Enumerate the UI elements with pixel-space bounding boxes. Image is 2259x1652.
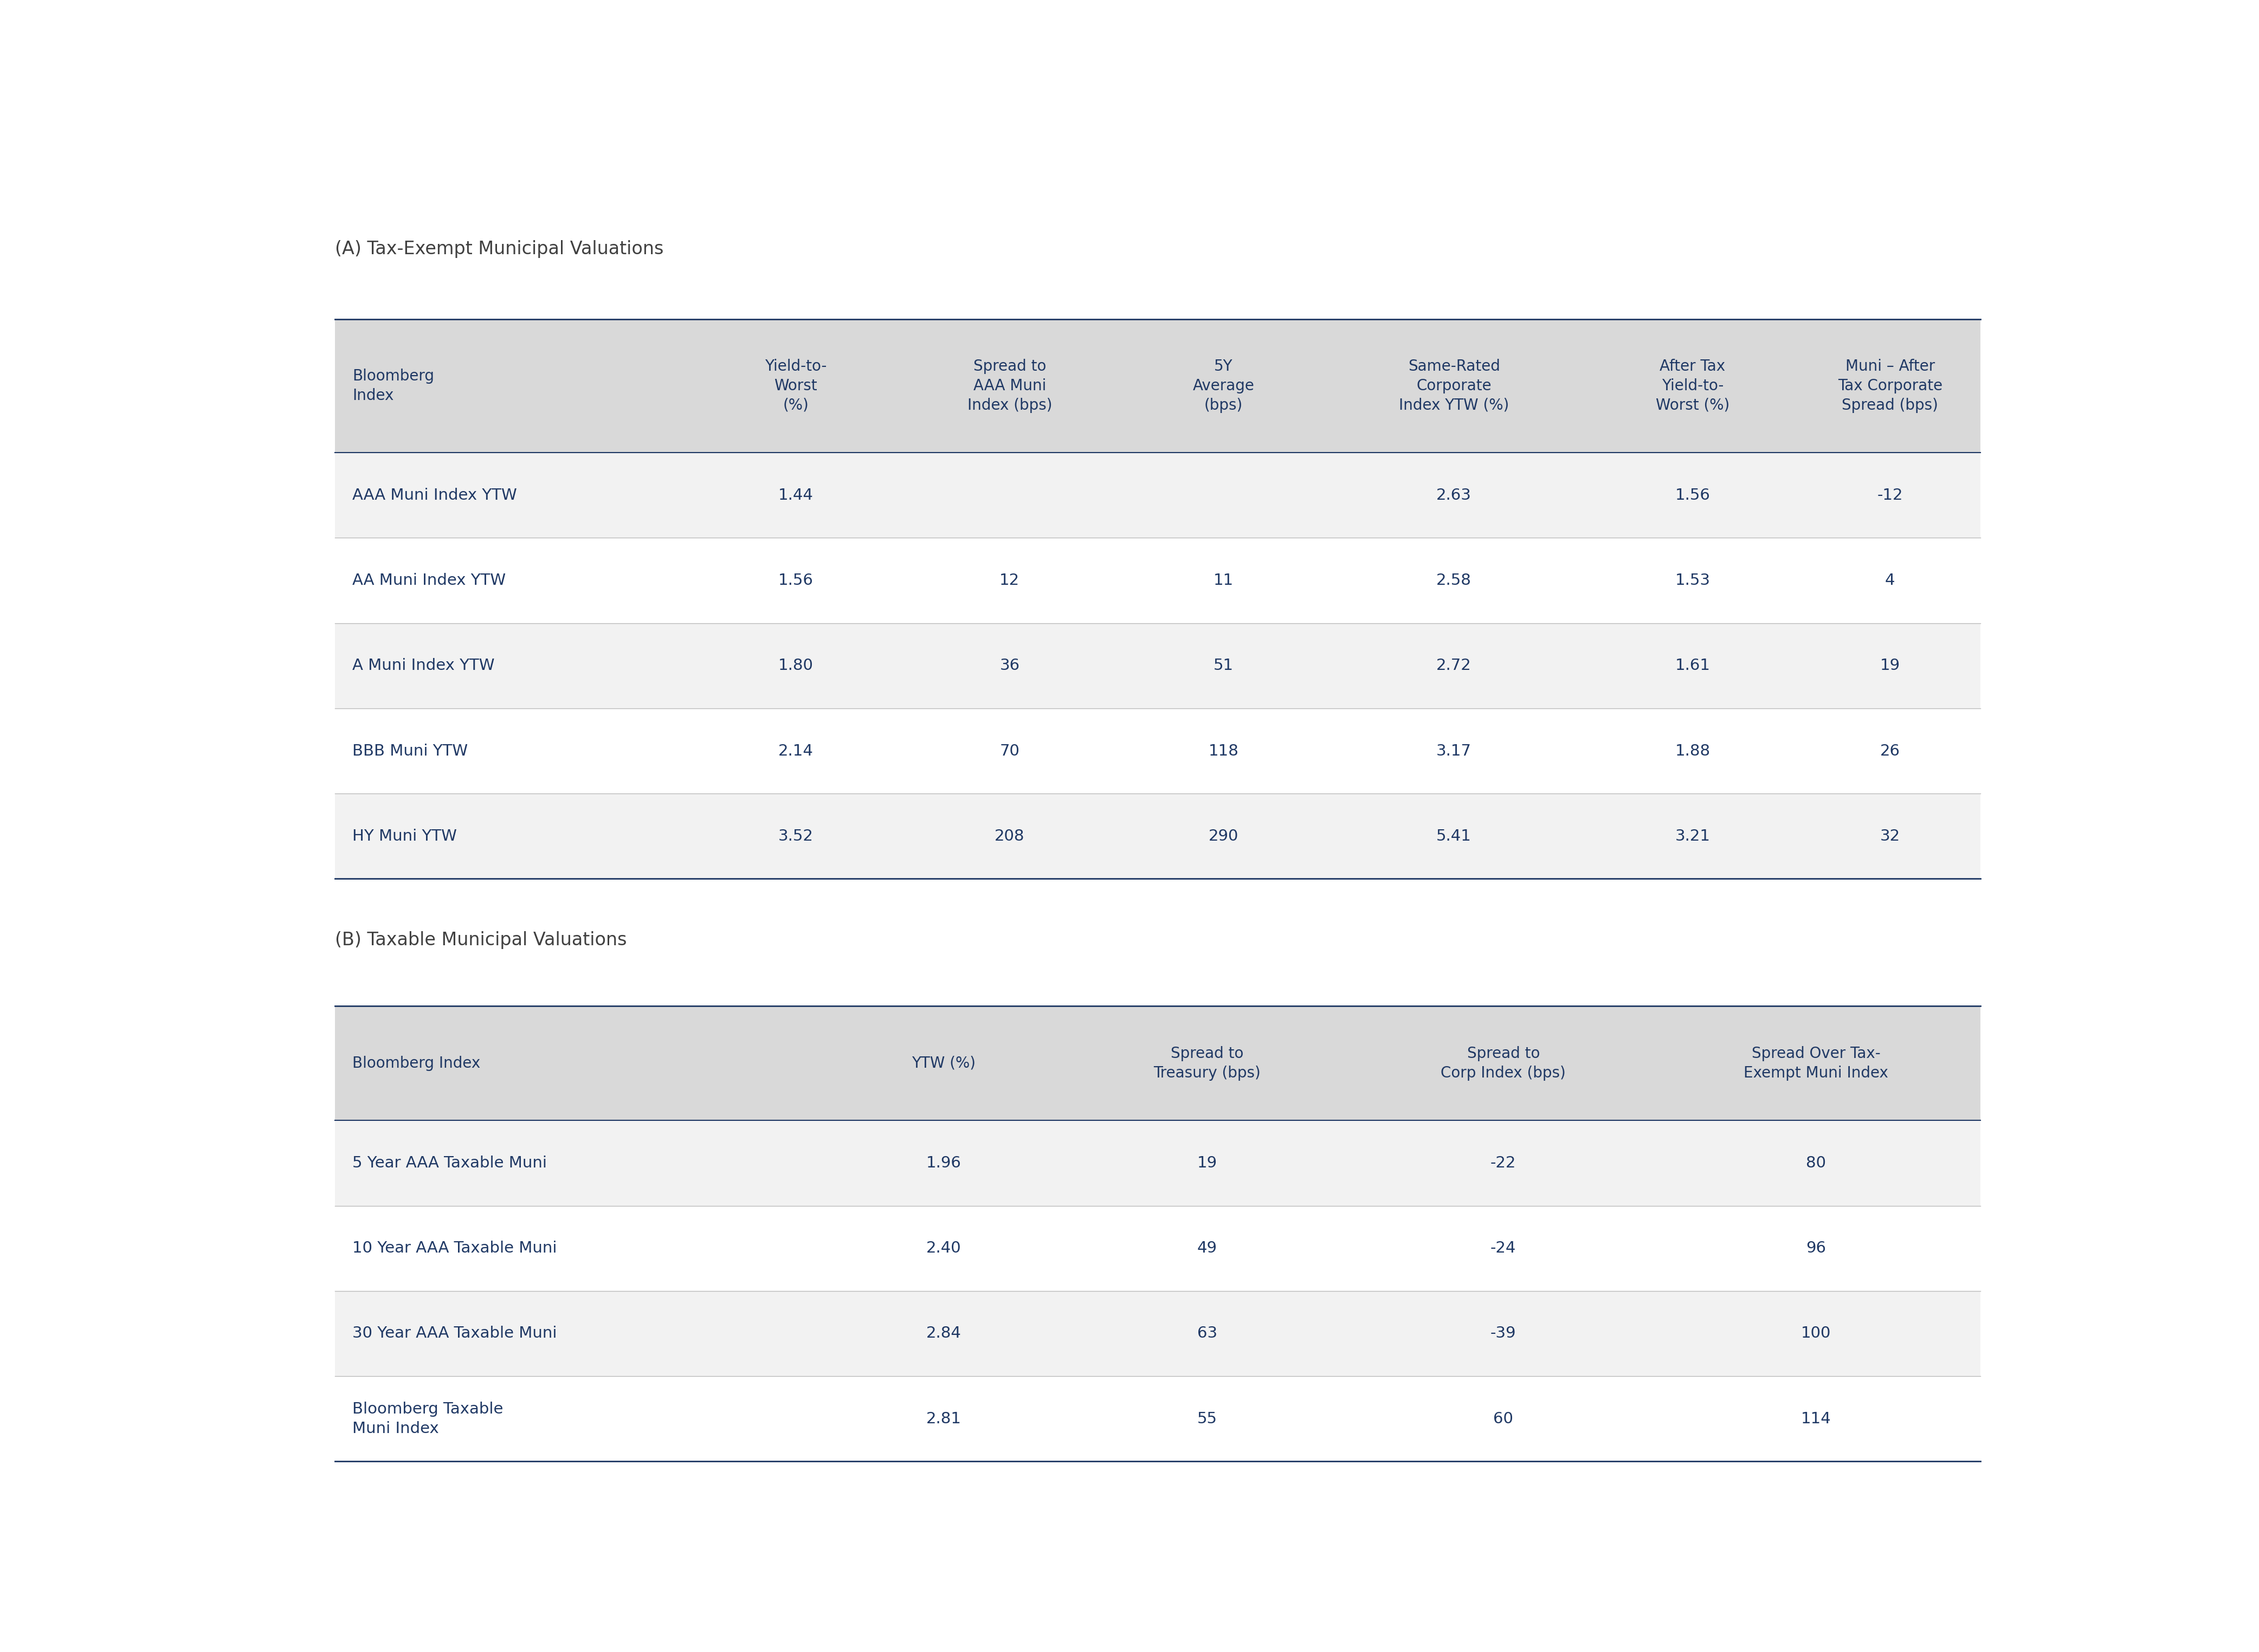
Text: 26: 26 xyxy=(1879,743,1900,758)
Text: -12: -12 xyxy=(1877,487,1902,502)
Text: 114: 114 xyxy=(1800,1411,1832,1426)
Bar xyxy=(334,319,1981,453)
Text: 49: 49 xyxy=(1197,1241,1218,1256)
Bar xyxy=(334,623,1981,709)
Bar xyxy=(334,709,1981,793)
Bar xyxy=(334,793,1981,879)
Text: 11: 11 xyxy=(1213,573,1233,588)
Text: 3.52: 3.52 xyxy=(777,829,813,844)
Text: 3.21: 3.21 xyxy=(1674,829,1710,844)
Text: HY Muni YTW: HY Muni YTW xyxy=(352,829,456,844)
Text: 5.41: 5.41 xyxy=(1437,829,1471,844)
Text: Spread to
AAA Muni
Index (bps): Spread to AAA Muni Index (bps) xyxy=(967,358,1053,413)
Text: -22: -22 xyxy=(1491,1155,1516,1171)
Text: 2.63: 2.63 xyxy=(1437,487,1471,502)
Text: AA Muni Index YTW: AA Muni Index YTW xyxy=(352,573,506,588)
Text: 32: 32 xyxy=(1879,829,1900,844)
Text: 208: 208 xyxy=(994,829,1026,844)
Text: Bloomberg
Index: Bloomberg Index xyxy=(352,368,434,403)
Bar xyxy=(334,1120,1981,1206)
Text: Muni – After
Tax Corporate
Spread (bps): Muni – After Tax Corporate Spread (bps) xyxy=(1839,358,1943,413)
Text: Bloomberg Taxable
Muni Index: Bloomberg Taxable Muni Index xyxy=(352,1401,504,1436)
Text: 55: 55 xyxy=(1197,1411,1218,1426)
Text: 63: 63 xyxy=(1197,1327,1218,1341)
Text: 5Y
Average
(bps): 5Y Average (bps) xyxy=(1193,358,1254,413)
Text: 1.53: 1.53 xyxy=(1674,573,1710,588)
Bar xyxy=(334,1006,1981,1120)
Text: 2.58: 2.58 xyxy=(1437,573,1471,588)
Text: Spread to
Treasury (bps): Spread to Treasury (bps) xyxy=(1154,1046,1261,1080)
Text: 30 Year AAA Taxable Muni: 30 Year AAA Taxable Muni xyxy=(352,1327,558,1341)
Text: YTW (%): YTW (%) xyxy=(913,1056,976,1070)
Text: 12: 12 xyxy=(998,573,1019,588)
Text: 1.56: 1.56 xyxy=(1674,487,1710,502)
Text: 4: 4 xyxy=(1884,573,1895,588)
Text: 118: 118 xyxy=(1209,743,1238,758)
Text: 36: 36 xyxy=(998,657,1019,674)
Text: 70: 70 xyxy=(1001,743,1019,758)
Text: 5 Year AAA Taxable Muni: 5 Year AAA Taxable Muni xyxy=(352,1155,547,1171)
Text: 3.17: 3.17 xyxy=(1437,743,1471,758)
Text: Yield-to-
Worst
(%): Yield-to- Worst (%) xyxy=(766,358,827,413)
Text: 2.72: 2.72 xyxy=(1437,657,1471,674)
Text: After Tax
Yield-to-
Worst (%): After Tax Yield-to- Worst (%) xyxy=(1656,358,1730,413)
Text: 2.40: 2.40 xyxy=(926,1241,962,1256)
Text: AAA Muni Index YTW: AAA Muni Index YTW xyxy=(352,487,517,502)
Text: 2.14: 2.14 xyxy=(777,743,813,758)
Text: -24: -24 xyxy=(1491,1241,1516,1256)
Bar xyxy=(334,453,1981,539)
Text: 290: 290 xyxy=(1209,829,1238,844)
Text: 2.81: 2.81 xyxy=(926,1411,962,1426)
Text: 1.56: 1.56 xyxy=(777,573,813,588)
Bar xyxy=(334,1290,1981,1376)
Text: 2.84: 2.84 xyxy=(926,1327,962,1341)
Text: 96: 96 xyxy=(1805,1241,1825,1256)
Text: 1.80: 1.80 xyxy=(777,657,813,674)
Text: -39: -39 xyxy=(1491,1327,1516,1341)
Text: 1.96: 1.96 xyxy=(926,1155,962,1171)
Text: 100: 100 xyxy=(1800,1327,1832,1341)
Text: 1.61: 1.61 xyxy=(1674,657,1710,674)
Bar xyxy=(334,1206,1981,1290)
Bar xyxy=(334,539,1981,623)
Text: Spread to
Corp Index (bps): Spread to Corp Index (bps) xyxy=(1441,1046,1565,1080)
Text: Bloomberg Index: Bloomberg Index xyxy=(352,1056,481,1070)
Text: A Muni Index YTW: A Muni Index YTW xyxy=(352,657,495,674)
Text: 19: 19 xyxy=(1197,1155,1218,1171)
Text: 1.44: 1.44 xyxy=(777,487,813,502)
Text: Spread Over Tax-
Exempt Muni Index: Spread Over Tax- Exempt Muni Index xyxy=(1744,1046,1889,1080)
Text: (B) Taxable Municipal Valuations: (B) Taxable Municipal Valuations xyxy=(334,930,626,948)
Text: 1.88: 1.88 xyxy=(1674,743,1710,758)
Text: Same-Rated
Corporate
Index YTW (%): Same-Rated Corporate Index YTW (%) xyxy=(1398,358,1509,413)
Text: 19: 19 xyxy=(1879,657,1900,674)
Text: 60: 60 xyxy=(1493,1411,1514,1426)
Text: (A) Tax-Exempt Municipal Valuations: (A) Tax-Exempt Municipal Valuations xyxy=(334,240,664,258)
Text: BBB Muni YTW: BBB Muni YTW xyxy=(352,743,468,758)
Bar xyxy=(334,1376,1981,1462)
Text: 51: 51 xyxy=(1213,657,1233,674)
Text: 10 Year AAA Taxable Muni: 10 Year AAA Taxable Muni xyxy=(352,1241,558,1256)
Text: 80: 80 xyxy=(1805,1155,1825,1171)
